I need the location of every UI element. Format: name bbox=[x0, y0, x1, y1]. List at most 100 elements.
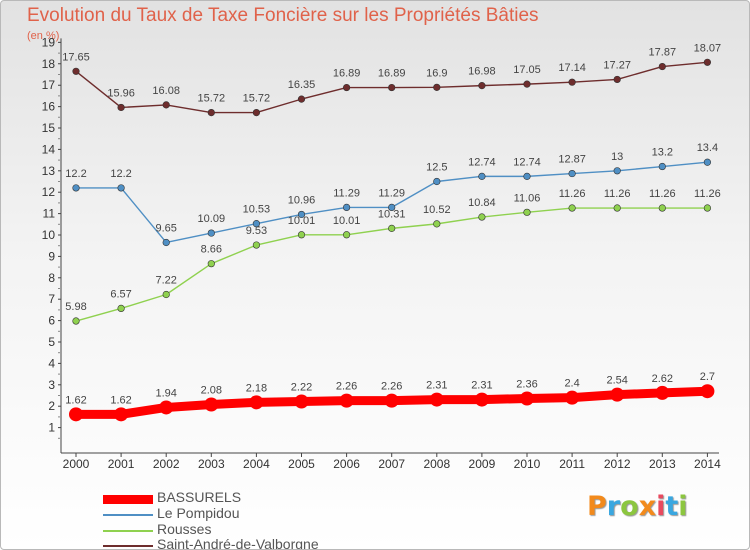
series-rousses: 5.98 6.57 7.22 8.66 9.53 10.01 10.01 10.31 10.52… bbox=[65, 188, 721, 325]
data-label: 13.4 bbox=[697, 142, 718, 154]
data-label: 12.5 bbox=[426, 162, 447, 174]
data-label: 10.96 bbox=[288, 194, 316, 206]
data-label: 2.31 bbox=[471, 380, 492, 392]
data-point bbox=[69, 407, 83, 422]
x-tick-label: 2012 bbox=[604, 457, 631, 471]
data-point bbox=[613, 75, 621, 84]
data-label: 1.94 bbox=[155, 387, 176, 399]
data-point bbox=[297, 95, 306, 103]
data-label: 12.2 bbox=[65, 168, 86, 180]
data-point bbox=[613, 204, 621, 212]
legend-swatch bbox=[103, 530, 153, 532]
legend-swatch bbox=[103, 545, 153, 547]
data-point bbox=[343, 83, 351, 92]
data-point bbox=[433, 83, 441, 91]
data-point bbox=[117, 103, 125, 112]
data-label: 13 bbox=[611, 151, 623, 163]
y-tick-label: 19 bbox=[42, 35, 56, 49]
data-point bbox=[433, 177, 441, 186]
data-label: 12.87 bbox=[558, 154, 586, 166]
data-point bbox=[72, 67, 80, 75]
data-label: 1.62 bbox=[65, 394, 86, 406]
data-point bbox=[117, 304, 125, 313]
data-label: 12.2 bbox=[110, 168, 131, 180]
data-point bbox=[297, 210, 306, 219]
y-tick-label: 4 bbox=[48, 356, 55, 370]
data-label: 10.53 bbox=[243, 204, 271, 216]
x-tick-label: 2002 bbox=[153, 457, 180, 471]
data-point bbox=[474, 392, 489, 407]
data-label: 17.27 bbox=[603, 59, 631, 71]
data-point bbox=[159, 400, 174, 415]
data-point bbox=[568, 169, 576, 178]
x-tick-label: 2006 bbox=[333, 457, 360, 471]
y-tick-label: 2 bbox=[48, 399, 55, 413]
data-point bbox=[339, 393, 354, 408]
data-label: 2.7 bbox=[700, 371, 715, 383]
data-point bbox=[72, 184, 80, 192]
data-point bbox=[297, 231, 306, 239]
data-label: 12.74 bbox=[513, 156, 541, 168]
data-label: 2.18 bbox=[246, 382, 267, 394]
data-point bbox=[478, 172, 486, 180]
y-tick-label: 13 bbox=[42, 164, 56, 178]
data-point bbox=[388, 203, 396, 211]
x-tick-label: 2003 bbox=[198, 457, 225, 471]
data-point bbox=[162, 238, 170, 247]
data-point bbox=[429, 392, 444, 407]
y-tick-label: 6 bbox=[48, 314, 55, 328]
data-label: 9.65 bbox=[155, 222, 176, 234]
data-label: 10.09 bbox=[198, 213, 226, 225]
data-label: 13.2 bbox=[652, 147, 673, 159]
data-point bbox=[117, 184, 125, 192]
data-label: 16.89 bbox=[378, 68, 406, 80]
y-tick-label: 10 bbox=[42, 228, 56, 242]
data-point bbox=[700, 384, 715, 399]
y-tick-label: 5 bbox=[48, 335, 55, 349]
data-point bbox=[703, 204, 712, 212]
y-tick-label: 8 bbox=[48, 271, 55, 285]
data-point bbox=[520, 391, 534, 406]
y-tick-label: 12 bbox=[42, 185, 56, 199]
x-tick-label: 2011 bbox=[559, 457, 585, 471]
data-label: 15.72 bbox=[198, 93, 226, 105]
data-label: 11.29 bbox=[378, 187, 405, 199]
data-point bbox=[568, 204, 576, 212]
y-tick-label: 3 bbox=[48, 378, 55, 392]
data-point bbox=[568, 78, 576, 86]
legend-label: BASSURELS bbox=[157, 489, 242, 505]
data-label: 2.26 bbox=[336, 381, 357, 393]
data-point bbox=[388, 83, 396, 92]
data-label: 10.01 bbox=[333, 215, 361, 227]
data-label: 2.22 bbox=[291, 381, 312, 393]
x-tick-label: 2007 bbox=[378, 457, 405, 471]
data-point bbox=[72, 317, 80, 325]
data-point bbox=[655, 385, 670, 400]
data-label: 11.06 bbox=[514, 192, 541, 204]
x-tick-label: 2000 bbox=[63, 457, 90, 471]
data-label: 16.89 bbox=[333, 68, 361, 80]
data-label: 10.01 bbox=[288, 215, 316, 227]
legend-swatch bbox=[103, 494, 153, 504]
y-tick-label: 16 bbox=[42, 100, 56, 114]
data-point bbox=[343, 231, 351, 239]
x-tick-label: 2009 bbox=[469, 457, 496, 471]
data-label: 16.98 bbox=[468, 66, 496, 78]
x-tick-label: 2004 bbox=[243, 457, 270, 471]
data-label: 2.31 bbox=[426, 380, 447, 392]
data-label: 11.26 bbox=[694, 188, 721, 200]
data-label: 2.54 bbox=[606, 375, 627, 387]
proxiti-logo: Proxiti bbox=[587, 491, 688, 522]
data-label: 17.14 bbox=[558, 62, 586, 74]
data-point bbox=[658, 62, 666, 71]
y-tick-label: 9 bbox=[48, 249, 55, 263]
data-label: 15.96 bbox=[107, 87, 135, 99]
x-tick-label: 2010 bbox=[514, 457, 541, 471]
data-point bbox=[565, 390, 580, 405]
data-label: 16.35 bbox=[288, 79, 316, 91]
data-label: 17.87 bbox=[649, 47, 677, 59]
y-tick-label: 7 bbox=[48, 292, 55, 306]
data-label: 2.08 bbox=[201, 384, 222, 396]
